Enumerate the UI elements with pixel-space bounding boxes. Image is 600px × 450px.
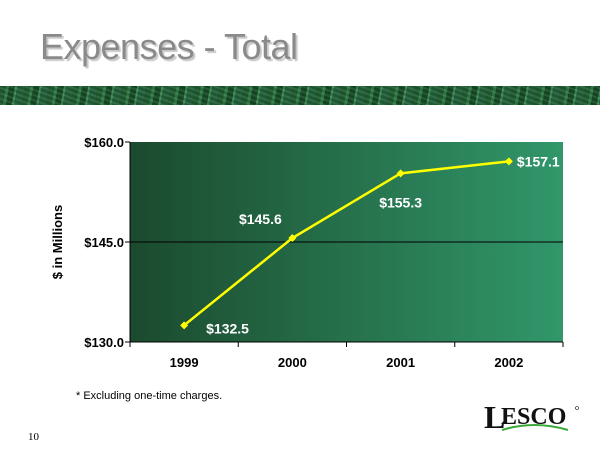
data-label: $157.1 <box>517 153 560 169</box>
y-tick-label: $160.0 <box>84 135 124 150</box>
x-tick-label: 2002 <box>494 355 523 370</box>
y-tick-label: $130.0 <box>84 335 124 350</box>
lesco-logo: L ESCO <box>484 398 584 438</box>
y-axis-label: $ in Millions <box>50 205 65 279</box>
svg-text:ESCO: ESCO <box>501 404 566 430</box>
x-tick-label: 2001 <box>386 355 415 370</box>
slide-title: Expenses - Total <box>40 26 298 67</box>
y-tick-label: $145.0 <box>84 235 124 250</box>
series-line <box>183 160 510 327</box>
decorative-grass-band <box>0 86 600 105</box>
data-point <box>396 169 405 178</box>
data-label: $145.6 <box>239 211 282 227</box>
svg-text:L: L <box>484 399 505 435</box>
data-label: $132.5 <box>206 320 249 336</box>
page-number: 10 <box>28 431 39 443</box>
data-label: $155.3 <box>379 194 422 210</box>
footnote: * Excluding one-time charges. <box>76 390 223 402</box>
data-point <box>180 321 189 330</box>
x-tick-label: 1999 <box>170 355 199 370</box>
data-point <box>504 157 513 166</box>
data-point <box>288 234 297 242</box>
x-tick-label: 2000 <box>278 355 307 370</box>
